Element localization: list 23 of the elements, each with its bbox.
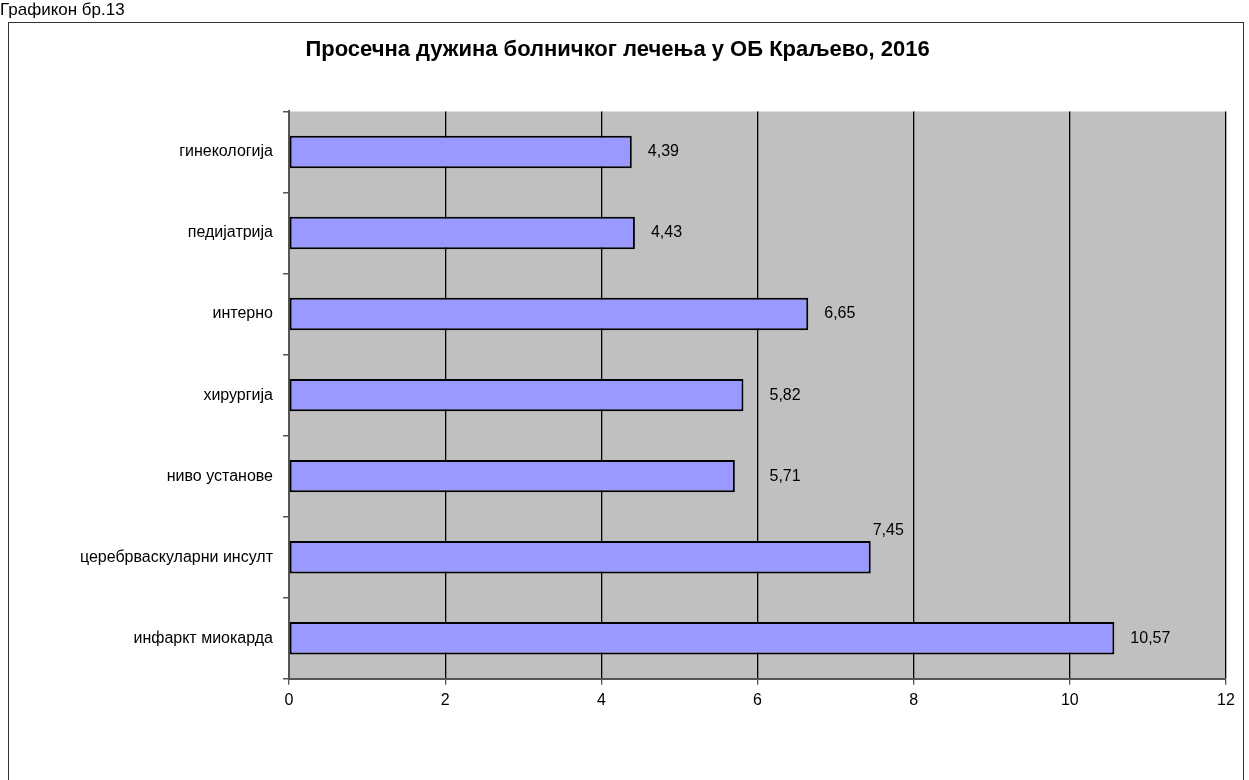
- y-tick-label: педијатрија: [187, 223, 274, 241]
- x-tick-label: 4: [596, 690, 606, 708]
- data-label: 4,43: [650, 223, 683, 241]
- chart-title: Просечна дужина болничког лечења у ОБ Краљево, 2016: [305, 36, 930, 62]
- x-tick-label: 6: [753, 690, 763, 708]
- data-label: 5,71: [769, 466, 801, 484]
- data-label: 5,82: [769, 385, 801, 403]
- x-tick-label: 0: [284, 690, 294, 708]
- y-tick-label: ниво установе: [166, 466, 274, 484]
- x-tick-label: 8: [909, 690, 919, 708]
- data-label: 4,39: [647, 142, 680, 160]
- x-tick-label: 12: [1217, 690, 1235, 708]
- data-label: 6,65: [824, 304, 856, 322]
- y-tick-label: хирургија: [203, 385, 274, 403]
- x-tick-label: 10: [1060, 690, 1079, 708]
- text: Графикон бр.13: [0, 0, 125, 20]
- x-tick-label: 2: [440, 690, 450, 708]
- data-label: 10,57: [1130, 628, 1171, 646]
- y-tick-label: гинекологија: [179, 142, 274, 160]
- y-tick-label: инфаркт миокарда: [133, 628, 274, 646]
- data-label: 7,45: [872, 521, 904, 539]
- y-tick-label: интерно: [212, 304, 274, 322]
- y-tick-label: церебрваскуларни инсулт: [79, 547, 274, 565]
